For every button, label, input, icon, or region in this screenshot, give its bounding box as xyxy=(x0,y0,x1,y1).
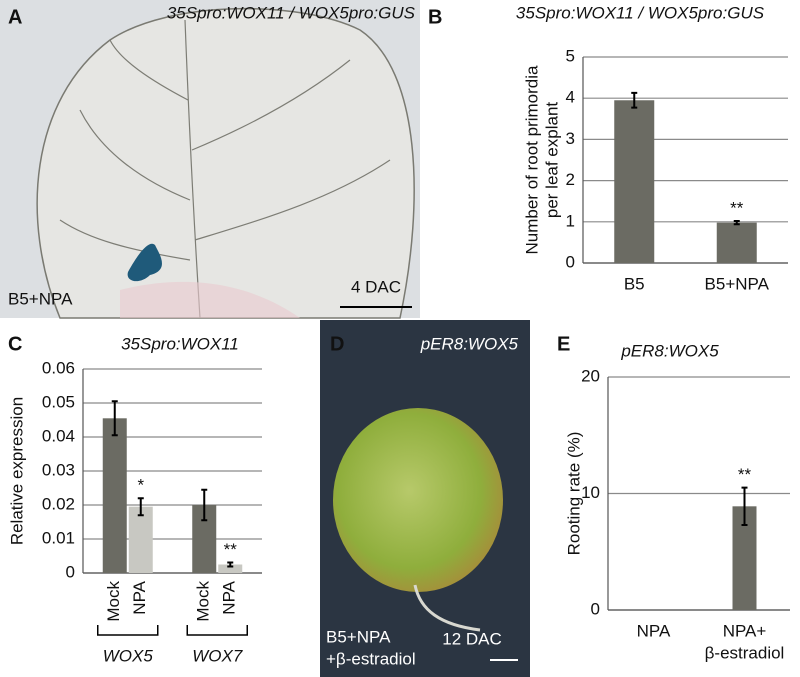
value-annotation: * xyxy=(137,476,144,495)
x-tick-label: Mock xyxy=(194,581,213,622)
error-bar xyxy=(201,488,208,522)
x-tick-label: B5 xyxy=(624,274,645,293)
photo-title: 35Spro:WOX11 / WOX5pro:GUS xyxy=(167,3,416,22)
photo-title: pER8:WOX5 xyxy=(420,334,519,353)
scale-label: 4 DAC xyxy=(351,277,401,296)
bar xyxy=(614,100,655,263)
group-label: WOX7 xyxy=(192,646,243,665)
y-tick-label: 2 xyxy=(566,170,575,189)
photo-a xyxy=(0,0,420,319)
error-bar xyxy=(631,91,638,109)
panel-letter: A xyxy=(8,6,22,28)
chart-title: 35Spro:WOX11 xyxy=(121,334,239,353)
group-bracket xyxy=(97,625,159,636)
x-tick-label: Mock xyxy=(104,581,123,622)
panel-letter: C xyxy=(8,333,22,355)
bar xyxy=(716,222,757,263)
x-tick-label: B5+NPA xyxy=(705,274,770,293)
y-tick-label: 5 xyxy=(566,46,575,65)
y-tick-label: 0.05 xyxy=(42,392,75,411)
panel-letter: E xyxy=(557,333,570,355)
group-label: WOX5 xyxy=(103,646,154,665)
group-bracket xyxy=(186,625,248,636)
error-bar xyxy=(741,486,748,526)
y-tick-label: 0.04 xyxy=(42,426,75,445)
panel-letter: D xyxy=(330,333,344,355)
scale-label: 12 DAC xyxy=(442,629,502,648)
x-tick-label: NPA xyxy=(637,621,671,640)
y-axis-label: Rooting rate (%) xyxy=(564,432,583,556)
y-tick-label: 0.06 xyxy=(42,358,75,377)
y-tick-label: 20 xyxy=(581,366,600,385)
x-tick-label: NPA+ xyxy=(723,621,767,640)
y-tick-label: 0.01 xyxy=(42,528,75,547)
bar xyxy=(128,506,153,573)
x-tick-label: NPA xyxy=(220,580,239,614)
photo-d xyxy=(320,320,530,677)
y-tick-label: 10 xyxy=(581,483,600,502)
y-tick-label: 0.02 xyxy=(42,494,75,513)
y-axis-label: Relative expression xyxy=(7,397,26,545)
y-axis-label: per leaf explant xyxy=(542,102,561,219)
bar xyxy=(218,564,243,573)
chart-title: 35Spro:WOX11 / WOX5pro:GUS xyxy=(516,3,765,22)
y-tick-label: 0 xyxy=(566,252,575,271)
photo-label: +β-estradiol xyxy=(326,649,416,668)
x-tick-label: β-estradiol xyxy=(705,643,785,662)
photo-label: B5+NPA xyxy=(8,289,73,308)
y-tick-label: 0 xyxy=(591,599,600,618)
error-bar xyxy=(227,561,234,568)
y-tick-label: 3 xyxy=(566,129,575,148)
y-tick-label: 0.03 xyxy=(42,460,75,479)
error-bar xyxy=(111,400,118,437)
y-tick-label: 4 xyxy=(566,88,575,107)
y-tick-label: 1 xyxy=(566,211,575,230)
value-annotation: ** xyxy=(224,540,238,559)
y-axis-label: Number of root primordia xyxy=(522,65,541,255)
x-tick-label: NPA xyxy=(130,580,149,614)
value-annotation: ** xyxy=(738,465,752,484)
value-annotation: ** xyxy=(730,198,744,217)
error-bar xyxy=(137,497,144,517)
panel-letter: B xyxy=(428,6,442,28)
bar xyxy=(102,418,127,573)
chart-title: pER8:WOX5 xyxy=(620,341,719,360)
error-bar xyxy=(733,219,740,226)
photo-label: B5+NPA xyxy=(326,627,391,646)
y-tick-label: 0 xyxy=(66,562,75,581)
